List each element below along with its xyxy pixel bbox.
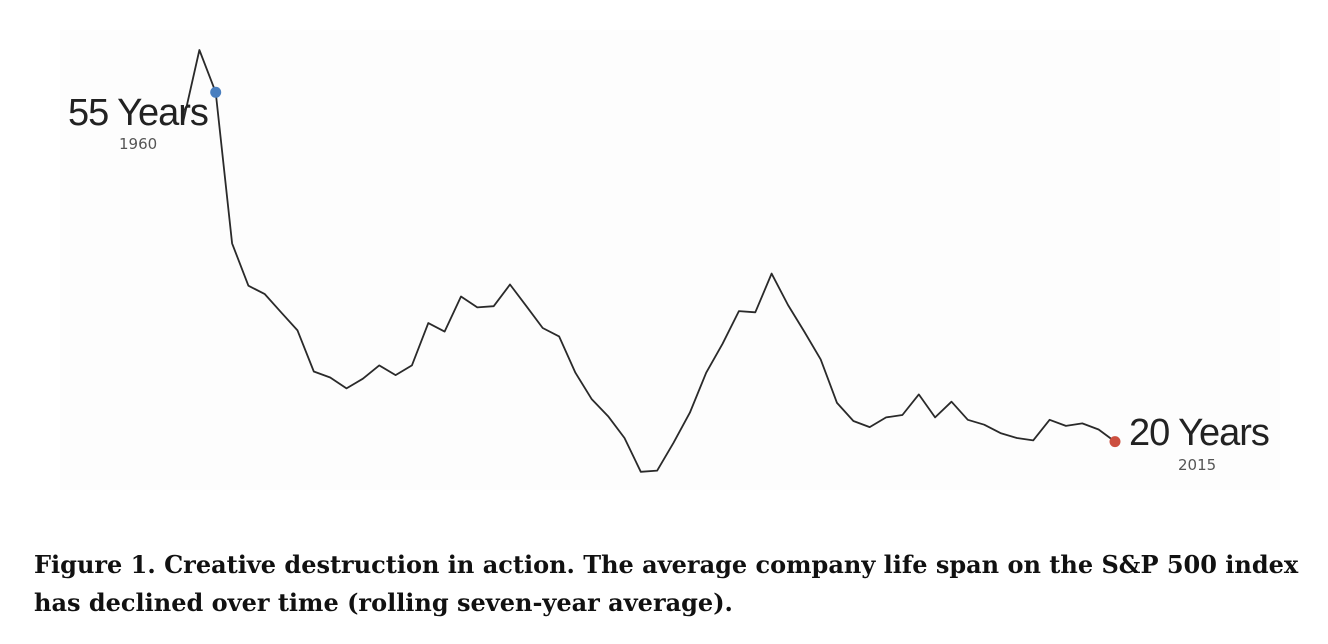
start-year-label: 1960 xyxy=(119,135,158,153)
figure-caption: Figure 1. Creative destruction in action… xyxy=(34,550,1299,617)
start-value-label: 55 Years xyxy=(68,92,209,134)
end-year-label: 2015 xyxy=(1178,456,1217,474)
chart-marks xyxy=(182,49,1121,473)
chart-area: 55 Years 1960 20 Years 2015 xyxy=(60,30,1280,490)
life-span-line-chart xyxy=(60,30,1280,490)
start-point-marker xyxy=(210,86,222,98)
chart-background xyxy=(60,30,1280,490)
end-point-marker xyxy=(1109,436,1121,448)
end-value-label: 20 Years xyxy=(1129,412,1270,454)
series-line xyxy=(182,49,1116,473)
